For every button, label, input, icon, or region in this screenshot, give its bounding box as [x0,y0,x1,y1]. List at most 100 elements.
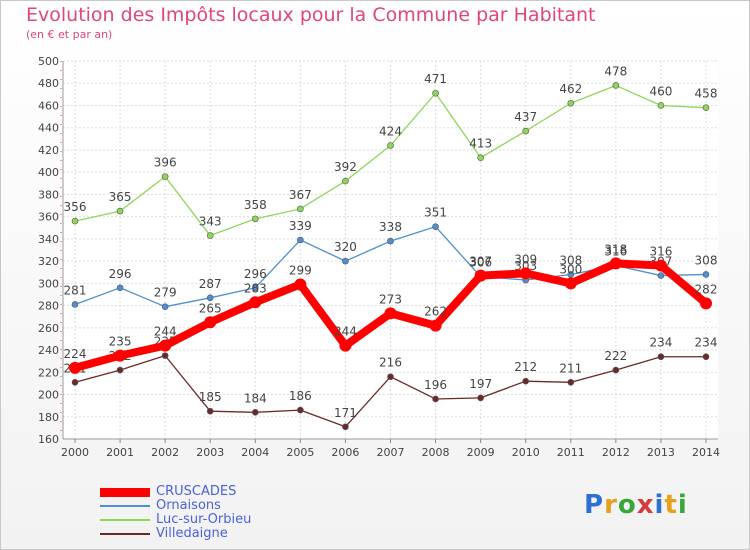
proxiti-logo: Proxiti [584,490,688,520]
legend-label-ornaisons: Ornaisons [156,498,221,513]
data-label-luc-sur-orbieu: 392 [334,160,357,174]
data-label-cruscades: 262 [424,305,447,319]
data-point-cruscades [564,277,577,290]
data-point-cruscades [339,339,352,352]
data-label-cruscades: 318 [604,242,627,256]
data-point-luc-sur-orbieu [702,104,710,111]
data-point-ornaisons [71,301,79,308]
y-tick-label: 460 [38,99,59,112]
data-label-cruscades: 244 [154,325,177,339]
data-point-cruscades [654,259,667,272]
data-label-ornaisons: 338 [379,220,402,234]
data-label-luc-sur-orbieu: 460 [649,84,672,98]
data-label-cruscades: 282 [695,282,718,296]
data-label-ornaisons: 287 [199,277,222,291]
x-tick-label: 2007 [377,446,405,459]
data-point-luc-sur-orbieu [612,82,620,89]
legend-item-cruscades: CRUSCADES [100,484,340,499]
y-tick-label: 500 [38,55,59,68]
data-point-ornaisons [702,271,710,278]
data-label-villedaigne: 212 [514,360,537,374]
data-label-villedaigne: 234 [695,336,718,350]
x-tick-label: 2014 [692,446,720,459]
data-label-ornaisons: 351 [424,206,447,220]
y-tick-label: 260 [38,322,59,335]
data-point-luc-sur-orbieu [387,142,394,149]
data-label-villedaigne: 211 [559,361,582,375]
data-label-villedaigne: 171 [334,406,357,420]
data-label-ornaisons: 308 [559,253,582,267]
data-label-ornaisons: 279 [154,286,177,300]
data-point-ornaisons [342,257,349,265]
legend-swatch-ornaisons [100,505,150,507]
data-label-ornaisons: 316 [604,245,627,259]
logo-letter: x [636,490,655,520]
data-label-luc-sur-orbieu: 462 [559,82,582,96]
data-label-luc-sur-orbieu: 367 [289,188,312,202]
data-point-villedaigne [567,378,575,386]
data-point-luc-sur-orbieu [657,102,665,109]
data-point-ornaisons [387,237,394,245]
y-tick-label: 320 [38,255,59,268]
y-tick-label: 380 [38,188,59,201]
data-label-ornaisons: 320 [334,240,357,254]
data-label-cruscades: 300 [559,262,582,276]
logo-letter: o [617,490,637,520]
y-tick-label: 160 [38,433,59,446]
data-point-cruscades [249,296,262,309]
data-label-cruscades: 309 [514,252,537,266]
data-point-luc-sur-orbieu [477,154,484,162]
legend-swatch-villedaigne [100,533,150,535]
logo-letter: t [664,490,678,520]
legend-swatch-luc-sur-orbieu [100,519,150,521]
x-tick-label: 2001 [106,446,134,459]
data-point-luc-sur-orbieu [71,217,79,225]
data-point-cruscades [384,307,397,320]
data-point-cruscades [609,257,622,270]
data-point-ornaisons [161,303,169,311]
data-label-ornaisons: 296 [244,267,267,281]
data-label-luc-sur-orbieu: 356 [64,200,87,214]
data-label-luc-sur-orbieu: 424 [379,124,402,138]
data-label-villedaigne: 197 [469,377,492,391]
data-label-cruscades: 316 [649,245,672,259]
x-tick-label: 2005 [286,446,314,459]
data-label-ornaisons: 281 [64,283,87,297]
y-tick-label: 440 [38,122,59,135]
x-tick-label: 2002 [151,446,179,459]
data-label-cruscades: 235 [109,335,132,349]
y-tick-label: 180 [38,411,59,424]
data-label-luc-sur-orbieu: 396 [154,156,177,170]
legend: CRUSCADES Ornaisons Luc-sur-Orbieu Ville… [100,484,340,541]
x-tick-label: 2004 [241,446,269,459]
data-point-luc-sur-orbieu [206,232,214,239]
data-point-villedaigne [116,366,124,374]
data-point-luc-sur-orbieu [522,127,530,135]
data-point-villedaigne [161,352,169,359]
data-point-luc-sur-orbieu [432,89,439,97]
data-point-luc-sur-orbieu [297,205,304,213]
data-label-cruscades: 283 [244,281,267,295]
logo-letter: i [677,490,688,520]
x-tick-label: 2008 [422,446,450,459]
data-label-cruscades: 307 [469,255,492,269]
legend-item-ornaisons: Ornaisons [100,498,340,513]
chart-subtitle: (en € et par an) [26,28,113,41]
data-point-luc-sur-orbieu [161,173,169,180]
data-point-villedaigne [206,407,214,415]
data-label-luc-sur-orbieu: 437 [514,110,537,124]
data-point-ornaisons [297,236,304,244]
data-point-cruscades [159,339,172,352]
data-label-ornaisons: 303 [514,259,537,273]
data-label-villedaigne: 196 [424,378,447,392]
data-point-luc-sur-orbieu [567,99,575,107]
x-tick-label: 2010 [512,446,540,459]
data-label-villedaigne: 186 [289,389,312,403]
data-point-luc-sur-orbieu [342,177,349,185]
data-label-ornaisons: 339 [289,219,312,233]
data-label-cruscades: 244 [334,325,357,339]
legend-label-villedaigne: Villedaigne [156,526,228,541]
data-label-luc-sur-orbieu: 358 [244,198,267,212]
data-point-villedaigne [387,373,394,381]
data-point-cruscades [474,269,487,282]
